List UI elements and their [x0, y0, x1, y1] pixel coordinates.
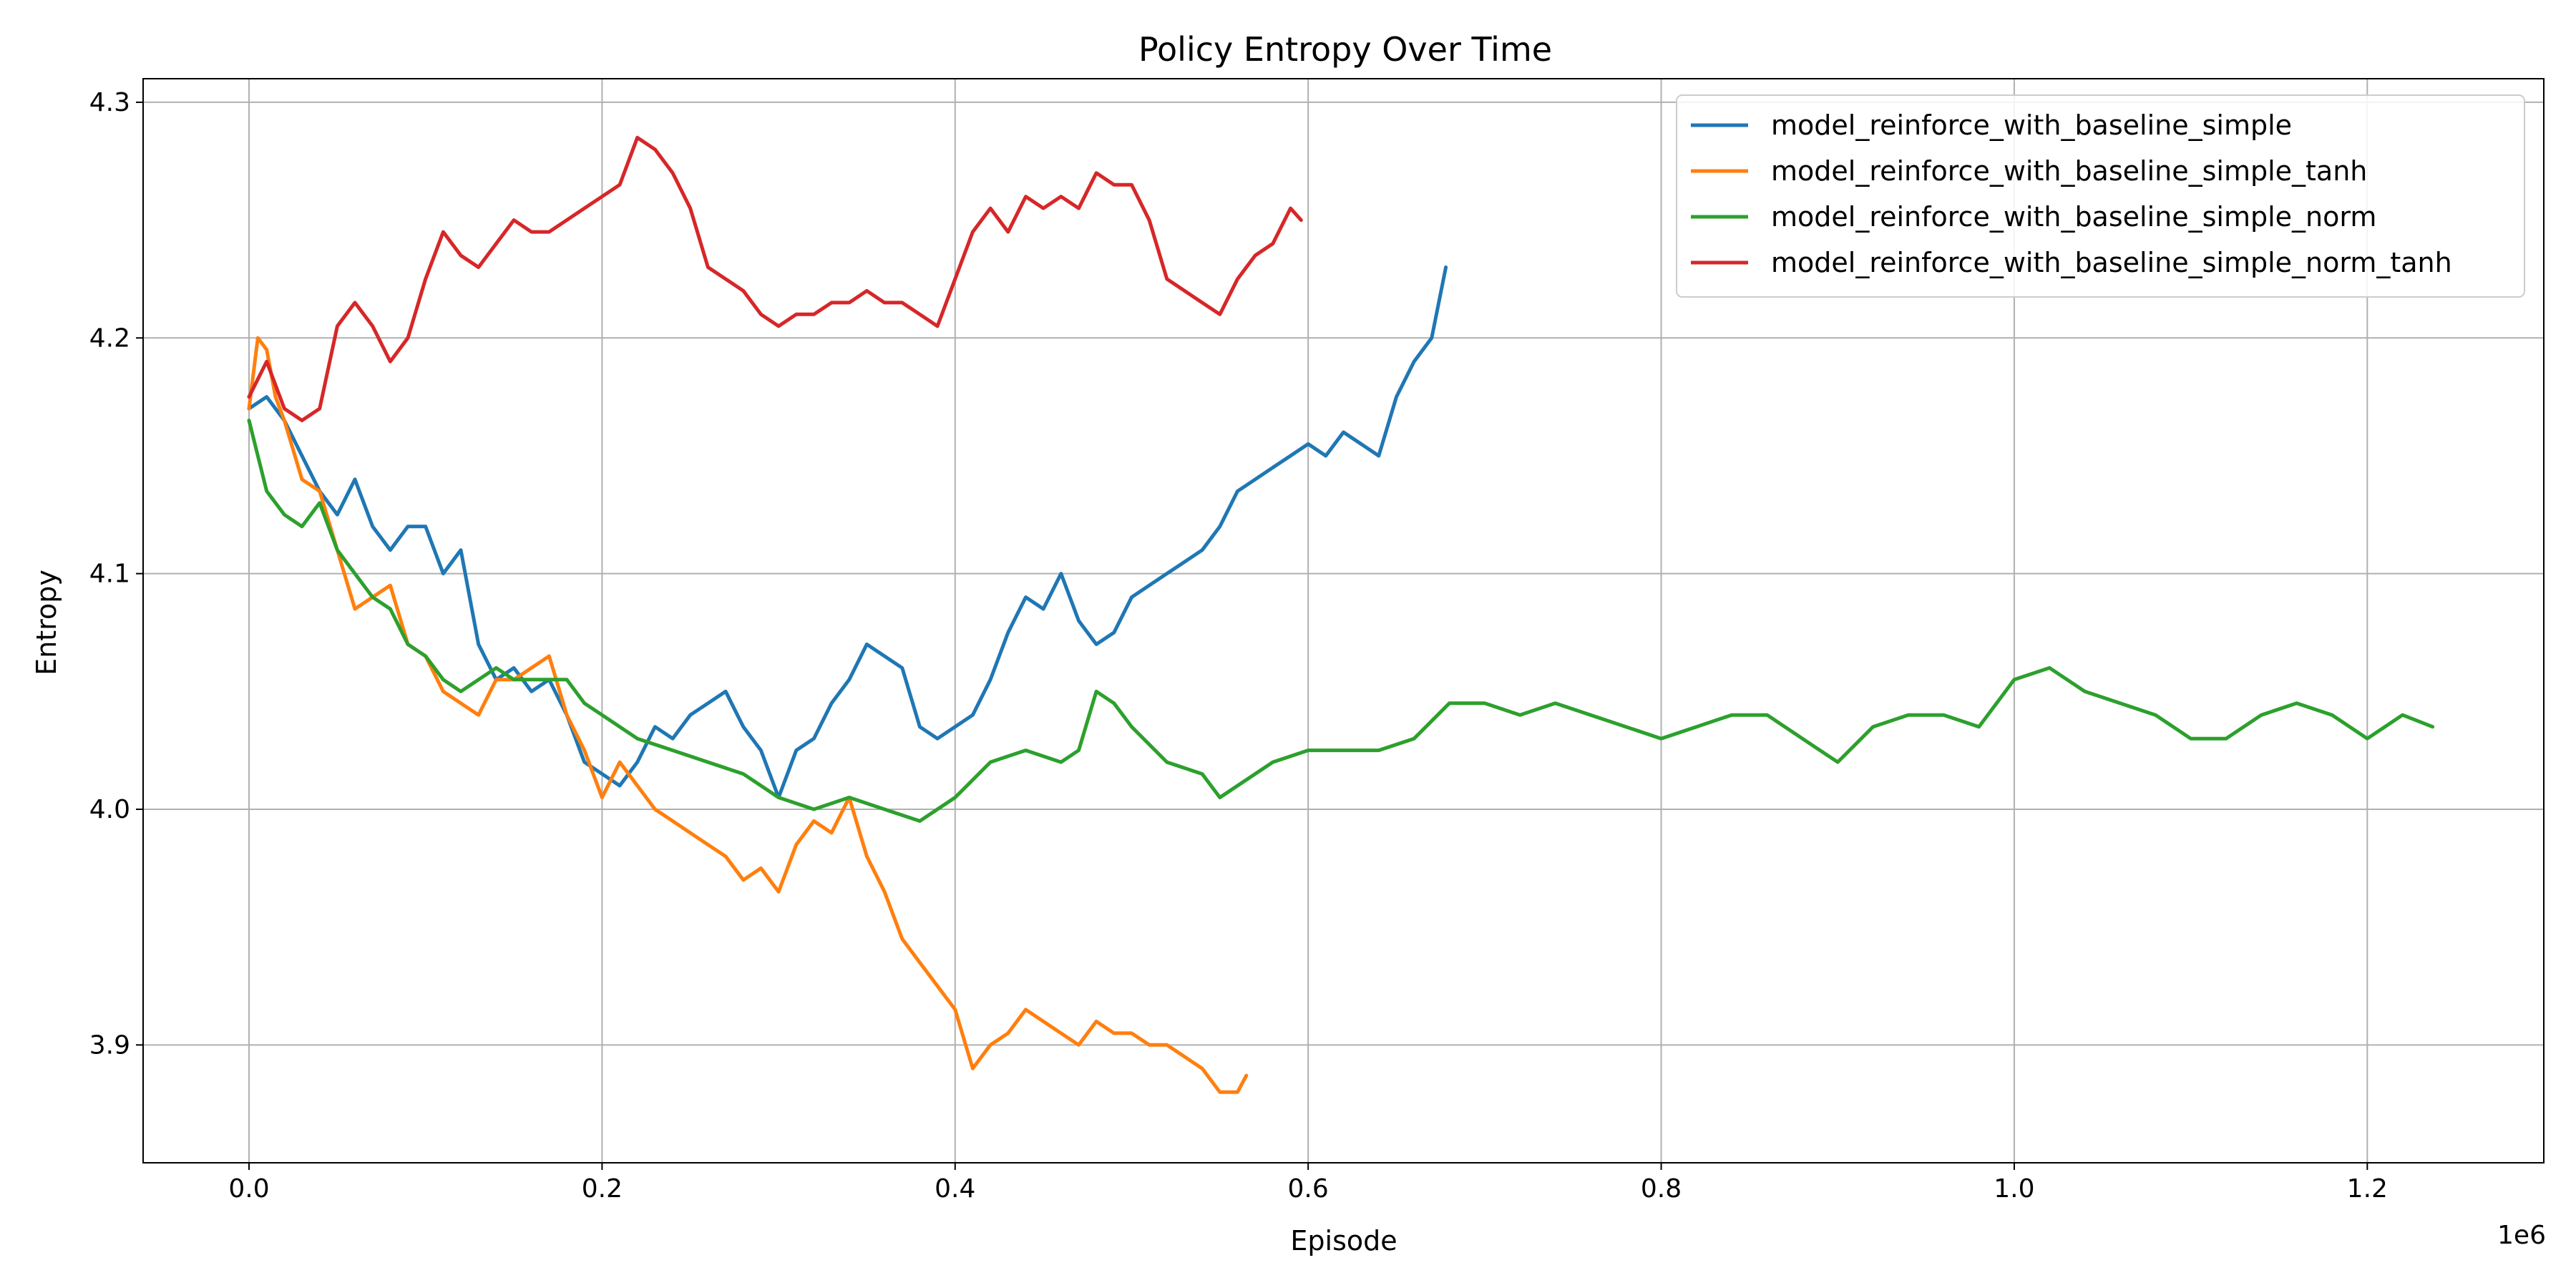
legend-label: model_reinforce_with_baseline_simple_nor…: [1771, 247, 2452, 278]
grid-lines: [143, 79, 2544, 1163]
legend-label: model_reinforce_with_baseline_simple_tan…: [1771, 155, 2367, 187]
chart-title: Policy Entropy Over Time: [1138, 30, 1552, 69]
series-line-2: [247, 336, 1249, 1094]
x-axis-label: Episode: [1290, 1225, 1397, 1257]
plot-frame: [142, 78, 2545, 1163]
x-tick-label: 1.0: [1994, 1174, 2034, 1204]
y-axis-label: Entropy: [31, 570, 62, 675]
legend: model_reinforce_with_baseline_simplemode…: [1676, 94, 2525, 298]
axes: 0.0 0.2 0.4 0.6 0.8 1.0 1.2 3.9 4.0 4.1 4.2 4.3: [89, 88, 2388, 1204]
y-tick-label: 4.2: [89, 323, 130, 353]
y-tick-label: 4.3: [89, 88, 130, 117]
x-tick-label: 0.0: [228, 1174, 269, 1204]
x-tick-label: 0.2: [582, 1174, 623, 1204]
x-tick-label: 0.4: [935, 1174, 975, 1204]
legend-box: [1676, 94, 2525, 298]
legend-label: model_reinforce_with_baseline_simple: [1771, 109, 2292, 141]
x-tick-label: 0.6: [1288, 1174, 1329, 1204]
series-line-4: [247, 135, 1303, 423]
series-line-3: [247, 419, 2435, 823]
x-tick-label: 0.8: [1641, 1174, 1682, 1204]
y-tick-label: 4.1: [89, 560, 130, 589]
legend-label: model_reinforce_with_baseline_simple_nor…: [1771, 201, 2376, 233]
y-tick-label: 3.9: [89, 1030, 130, 1060]
series-lines: [247, 135, 2435, 1094]
x-axis-offset-label: 1e6: [2497, 1221, 2546, 1250]
y-tick-label: 4.0: [89, 795, 130, 824]
x-tick-label: 1.2: [2347, 1174, 2388, 1204]
series-line-1: [247, 265, 1448, 799]
